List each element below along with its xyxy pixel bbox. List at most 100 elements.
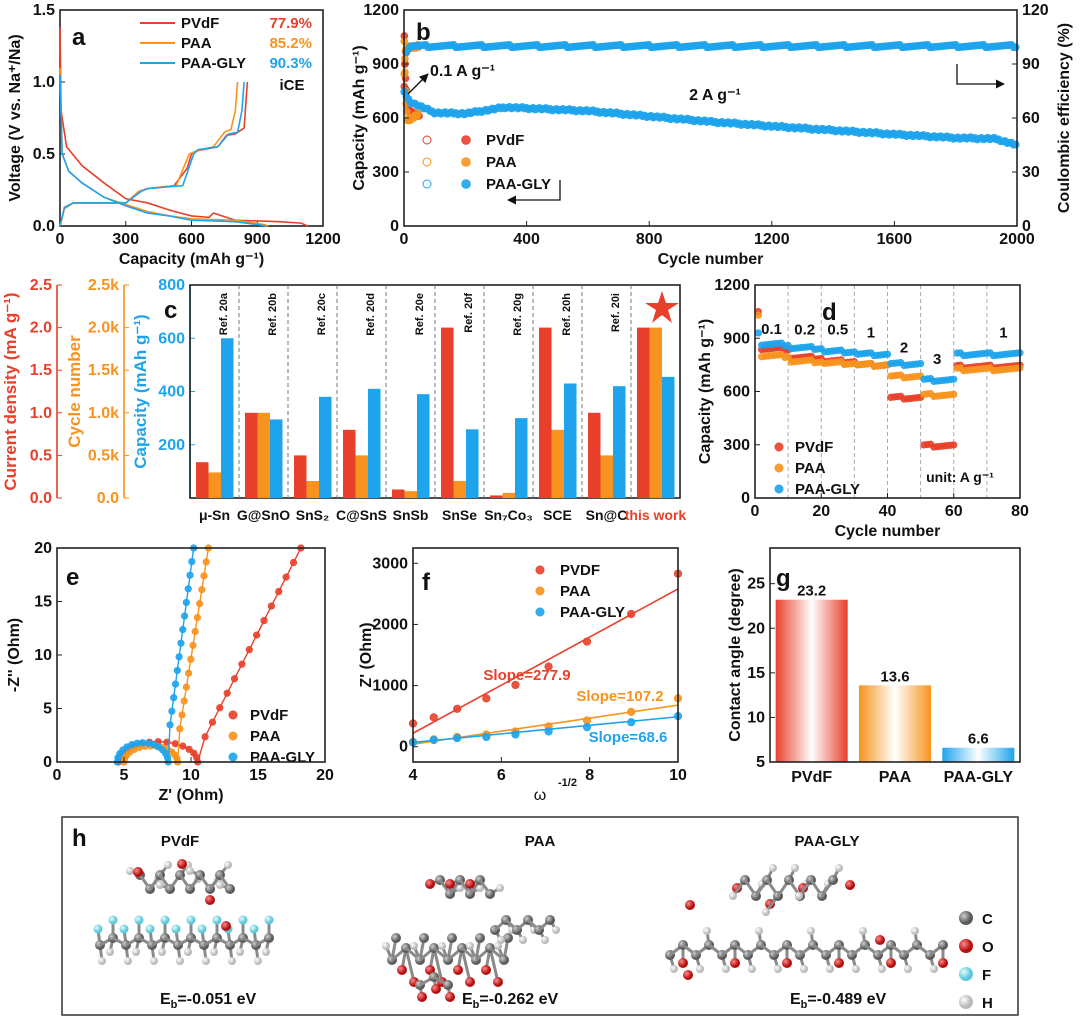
atom-h	[800, 965, 808, 973]
category-label: SnS₂	[296, 507, 329, 523]
value-label: 13.6	[880, 668, 909, 685]
legend-marker	[774, 442, 784, 452]
ref-label: Ref. 20c	[316, 293, 328, 335]
impedance-point-paa	[187, 655, 195, 663]
y-axis-title: -Z'' (Ohm)	[6, 618, 23, 692]
bar-current-density	[343, 429, 356, 498]
atom-legend-label: O	[982, 939, 994, 956]
impedance-point-paa-gly	[184, 585, 192, 593]
impedance-point-pvdf	[282, 573, 290, 581]
atom-o	[678, 958, 688, 968]
impedance-point-paa-gly	[179, 626, 187, 634]
x-tick-label: 1200	[754, 231, 790, 248]
atom-h	[911, 927, 919, 935]
atom-f	[197, 924, 207, 934]
atom-o	[685, 900, 695, 910]
x-tick-label: 4	[409, 767, 418, 784]
y-tick-label: 0.5	[33, 146, 55, 163]
x-axis-title: Capacity (mAh g⁻¹)	[119, 251, 264, 268]
y-tick-label: 90	[1022, 56, 1040, 73]
category-label: PAA-GLY	[944, 769, 1014, 786]
legend-label: PAA-GLY	[486, 176, 551, 193]
atom-f	[171, 924, 181, 934]
bar-cycle-number	[649, 327, 662, 498]
panel-letter: b	[416, 19, 431, 46]
atom-h	[497, 936, 505, 944]
y-tick-label: 5	[756, 754, 765, 771]
panel-e: PVdF PAA PAA-GLY 0 5 10 15 20 0 5 10 15 20 Z' (Ohm) -Z…	[6, 540, 334, 804]
atom-h	[878, 965, 886, 973]
y-tick-label: 400	[158, 384, 185, 401]
impedance-point-paa	[202, 558, 210, 566]
impedance-point-paa	[185, 669, 193, 677]
bar-current-density	[196, 462, 209, 498]
x-tick-label: 800	[636, 231, 663, 248]
category-label: this work	[625, 507, 687, 523]
impedance-point-pvdf	[171, 740, 179, 748]
y-axis-title: Cycle number	[65, 335, 84, 448]
y-tick-label: 30	[1022, 164, 1040, 181]
atom-h	[98, 957, 106, 965]
panel-letter: g	[776, 565, 791, 592]
atom-f	[212, 915, 222, 925]
impedance-point-paa-gly	[175, 653, 183, 661]
y-tick-label: 0.0	[30, 490, 52, 507]
atom-o	[445, 992, 455, 1002]
x-tick-label: 300	[112, 231, 139, 248]
panel-a: 0 300 600 900 1200 0.0 0.5 1.0 1.5 Capacity (mAh …	[7, 2, 341, 268]
x-tick-label: 6	[497, 767, 506, 784]
x-tick-label: 0	[400, 231, 409, 248]
atom-h	[158, 948, 166, 956]
atom-c	[443, 980, 453, 990]
legend-label: PAA-GLY	[795, 481, 860, 498]
y-tick-label: 600	[372, 110, 399, 127]
atom-o	[205, 895, 215, 905]
capacity-point-pvdf	[950, 441, 958, 449]
atom-o	[221, 921, 231, 931]
data-point-pvdf	[429, 713, 438, 722]
atom-f	[119, 924, 129, 934]
ref-label: Ref. 20i	[610, 293, 622, 332]
y-tick-label: 5	[43, 701, 52, 718]
atom-f	[160, 915, 170, 925]
atom-h	[904, 965, 912, 973]
y-axis-title: Current density (mA g⁻¹)	[1, 292, 20, 490]
legend-label: PVDF	[560, 562, 600, 579]
bar-pvdf	[775, 599, 848, 762]
atom-h	[456, 884, 464, 892]
x-tick-label: 1600	[877, 231, 913, 248]
atom-h	[774, 965, 782, 973]
y-tick-label: 1.5	[30, 362, 52, 379]
legend-marker	[228, 731, 238, 741]
capacity-point-paa-gly	[917, 360, 925, 368]
ref-label: Ref. 20f	[463, 293, 475, 333]
x-axis-title: ω	[534, 787, 547, 804]
y2-axis-title: Coulombic efficiency (%)	[1056, 23, 1073, 213]
atom-h	[106, 948, 114, 956]
atom-o	[683, 970, 693, 980]
data-point-pvdf	[627, 609, 636, 619]
energy-value: =-0.489 eV	[807, 991, 886, 1008]
energy-subscript: b	[801, 999, 808, 1011]
y-tick-label: 200	[158, 437, 185, 454]
impedance-point-pvdf	[275, 587, 283, 596]
category-label: SnSe	[442, 507, 477, 523]
atom-h	[930, 965, 938, 973]
impedance-point-paa-gly	[188, 558, 196, 566]
atom-o	[730, 958, 740, 968]
capacity-point-paa-gly	[883, 350, 892, 358]
molecule-pvdf	[93, 859, 274, 965]
legend-label: PVdF	[795, 439, 833, 456]
atom-f	[134, 915, 144, 925]
atom-c	[938, 940, 948, 950]
y-tick-label: 600	[158, 330, 185, 347]
atom-o	[453, 965, 463, 975]
atom-c	[264, 933, 274, 943]
panel-letter: e	[66, 564, 79, 591]
bar-capacity	[466, 429, 479, 498]
ice-value: 77.9%	[269, 15, 312, 32]
legend-marker	[535, 607, 545, 617]
value-label: 6.6	[968, 731, 989, 748]
